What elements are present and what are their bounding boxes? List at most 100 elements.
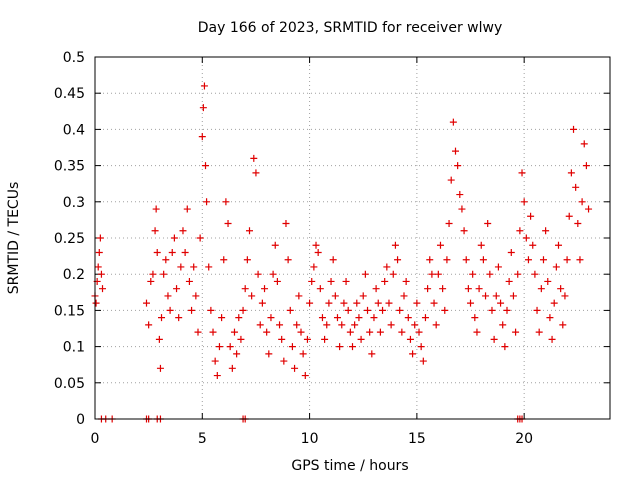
data-point xyxy=(344,306,352,314)
data-point xyxy=(224,220,232,228)
data-point xyxy=(329,256,337,264)
data-point xyxy=(95,248,103,256)
data-point xyxy=(145,321,153,329)
data-point xyxy=(202,162,210,170)
data-point xyxy=(473,328,481,336)
data-point xyxy=(143,299,150,307)
data-point xyxy=(537,285,545,293)
data-point xyxy=(572,183,580,191)
data-point xyxy=(282,220,290,228)
data-point xyxy=(396,306,404,314)
data-point xyxy=(497,299,505,307)
data-point xyxy=(509,292,517,300)
data-point xyxy=(355,314,363,322)
data-point xyxy=(548,335,556,343)
axis-ticks: 0 0.05 0.1 0.15 0.2 0.25 0.3 0.35 0.4 0.45 0.5 0 5 10… xyxy=(54,50,610,447)
data-point xyxy=(92,299,100,307)
data-point xyxy=(582,162,590,170)
data-point xyxy=(237,335,245,343)
data-point xyxy=(331,292,339,300)
data-point xyxy=(269,270,277,278)
data-point xyxy=(479,256,487,264)
x-axis-label: GPS time / hours xyxy=(291,458,408,474)
data-point xyxy=(383,263,391,271)
data-point xyxy=(351,321,359,329)
data-point xyxy=(432,321,440,329)
data-point xyxy=(246,227,253,235)
data-point xyxy=(400,292,408,300)
data-point xyxy=(200,82,208,90)
data-point xyxy=(370,314,378,322)
data-point xyxy=(291,364,299,372)
data-point xyxy=(199,104,207,112)
data-point xyxy=(263,328,271,336)
data-point xyxy=(173,285,181,293)
data-point xyxy=(273,277,281,285)
data-point xyxy=(372,285,380,293)
data-point xyxy=(96,234,104,242)
data-point xyxy=(428,270,436,278)
data-point xyxy=(368,350,376,358)
data-point xyxy=(409,350,417,358)
data-point xyxy=(235,314,243,322)
data-point xyxy=(308,277,316,285)
y-axis-label: SRMTID / TECUs xyxy=(6,182,22,295)
y-tick-label: 0.45 xyxy=(54,86,85,102)
data-point xyxy=(404,314,412,322)
data-point xyxy=(233,350,241,358)
y-tick-label: 0.2 xyxy=(63,267,85,283)
data-point xyxy=(271,241,279,249)
data-point xyxy=(544,277,552,285)
data-point xyxy=(97,270,105,278)
data-point xyxy=(284,256,292,264)
data-point xyxy=(226,343,234,351)
data-point xyxy=(316,285,324,293)
data-point xyxy=(164,292,172,300)
data-point xyxy=(276,321,284,329)
data-point xyxy=(342,277,350,285)
data-point xyxy=(209,328,217,336)
data-point xyxy=(464,285,472,293)
data-point xyxy=(162,256,170,264)
data-point xyxy=(561,292,569,300)
data-point xyxy=(458,205,466,213)
data-point xyxy=(417,343,425,351)
y-tick-label: 0 xyxy=(76,412,85,428)
data-point xyxy=(394,256,402,264)
data-point xyxy=(552,263,560,271)
data-point xyxy=(254,270,262,278)
data-point xyxy=(460,227,468,235)
data-point xyxy=(482,292,490,300)
data-point xyxy=(250,154,258,162)
data-point xyxy=(488,306,496,314)
data-point xyxy=(188,306,196,314)
data-point xyxy=(203,198,211,206)
data-point xyxy=(286,306,294,314)
data-point xyxy=(411,321,419,329)
data-point xyxy=(387,321,395,329)
data-point xyxy=(546,314,554,322)
x-tick-label: 15 xyxy=(408,431,426,447)
data-point xyxy=(499,321,507,329)
data-point xyxy=(376,328,384,336)
data-point xyxy=(293,321,301,329)
data-point xyxy=(256,321,264,329)
data-point xyxy=(198,133,206,141)
data-point xyxy=(557,285,565,293)
data-point xyxy=(185,277,193,285)
data-point xyxy=(220,256,228,264)
data-point xyxy=(295,292,303,300)
data-point xyxy=(494,263,502,271)
data-point xyxy=(381,277,389,285)
data-point xyxy=(149,270,157,278)
data-point xyxy=(567,169,575,177)
y-tick-label: 0.1 xyxy=(63,340,85,356)
data-point xyxy=(503,306,511,314)
data-point xyxy=(441,306,449,314)
data-point xyxy=(181,248,189,256)
data-point xyxy=(94,263,102,271)
data-point xyxy=(533,306,541,314)
data-point xyxy=(196,234,204,242)
data-point xyxy=(179,227,187,235)
